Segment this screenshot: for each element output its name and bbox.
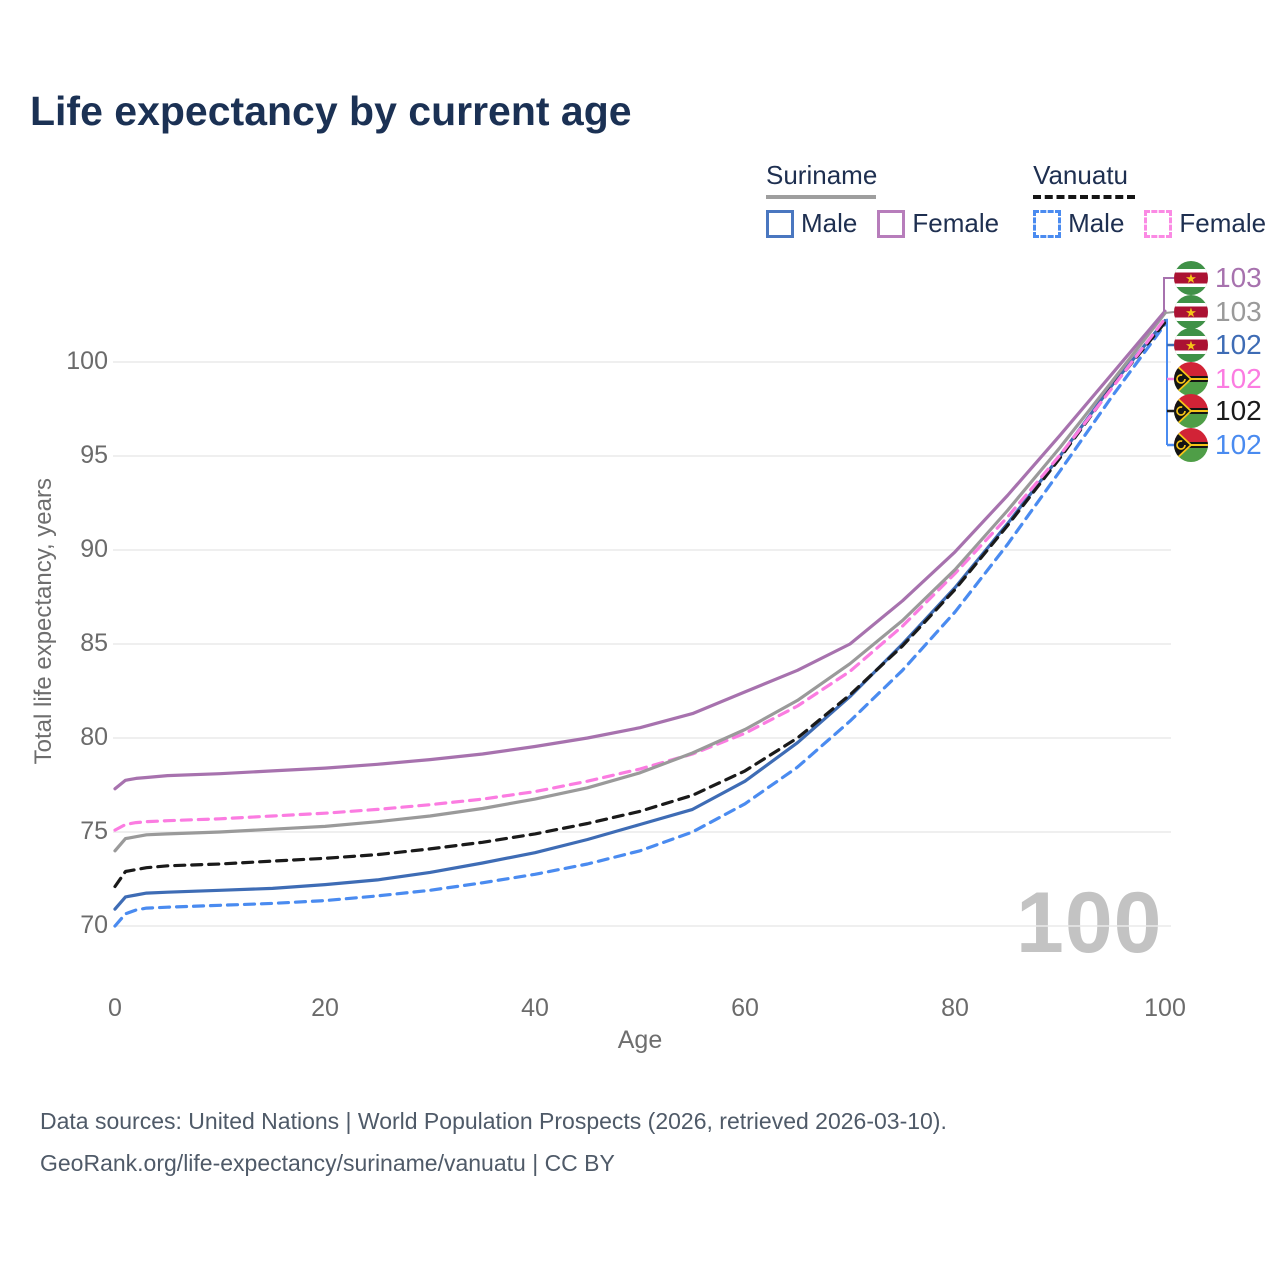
x-tick-label-40: 40 [521,994,549,1022]
vanuatu-female-checkbox[interactable] [1144,209,1173,238]
chart-line-suriname-male[interactable] [113,319,1167,911]
legend-country-suriname[interactable]: Suriname [766,160,878,190]
chart-line-suriname[interactable] [113,311,1167,853]
svg-text:★: ★ [1185,305,1197,320]
vanuatu-flag-icon [1174,362,1208,396]
end-label-row-4: 102 [1174,394,1262,428]
suriname-flag: ★ [1174,261,1208,295]
vanuatu-flag-icon [1174,394,1208,428]
age-watermark: 100 [1016,875,1163,971]
end-label-value: 103 [1215,296,1262,327]
end-label-value: 102 [1215,395,1262,426]
y-axis-title: Total life expectancy, years [30,478,57,765]
y-tick-label-80: 80 [80,723,108,751]
attribution-line: GeoRank.org/life-expectancy/suriname/van… [40,1150,615,1176]
end-label-value: 102 [1215,429,1262,460]
legend-label-suriname-female: Female [912,208,1000,238]
end-label-row-1: ★ 103 [1174,295,1262,329]
x-tick-label-80: 80 [941,994,969,1022]
legend-label-vanuatu-male: Male [1068,208,1125,238]
legend-item-vanuatu-female[interactable]: Female [1144,208,1266,239]
suriname-line-swatch [766,195,876,199]
x-tick-label-100: 100 [1144,994,1186,1022]
connector-suriname-female [1163,277,1174,312]
svg-text:★: ★ [1185,338,1197,353]
suriname-flag: ★ [1174,328,1208,362]
legend-label-vanuatu-female: Female [1179,208,1267,238]
end-label-row-0: ★ 103 [1174,261,1262,295]
vanuatu-male-checkbox[interactable] [1033,209,1062,238]
legend-group-vanuatu: Vanuatu Male Female [1033,160,1266,239]
y-tick-label-90: 90 [80,535,108,563]
end-label-row-2: ★ 102 [1174,328,1262,362]
x-tick-label-60: 60 [731,994,759,1022]
chart-line-suriname-female[interactable] [113,309,1167,791]
legend-item-suriname-male[interactable]: Male [766,208,857,239]
page-title: Life expectancy by current age [30,88,632,134]
x-axis-title: Age [617,1026,663,1054]
end-label-row-3: 102 [1174,362,1262,396]
end-label-value: 102 [1215,329,1262,360]
data-source-line: Data sources: United Nations | World Pop… [40,1108,947,1134]
suriname-female-checkbox[interactable] [877,209,906,238]
chart-legend: Suriname Male Female Vanuatu Male [766,160,1266,239]
end-label-row-5: 102 [1174,428,1262,462]
y-tick-label-75: 75 [80,817,108,845]
chart-line-vanuatu-female[interactable] [113,317,1167,832]
vanuatu-flag [1174,394,1208,428]
vanuatu-flag [1174,362,1208,396]
vanuatu-flag [1174,428,1208,462]
svg-text:★: ★ [1185,271,1197,286]
vanuatu-line-swatch [1033,195,1136,199]
chart-line-vanuatu-male[interactable] [113,322,1167,928]
chart-line-vanuatu[interactable] [113,320,1167,889]
legend-country-vanuatu[interactable]: Vanuatu [1033,160,1128,190]
x-tick-label-20: 20 [311,994,339,1022]
y-tick-label-70: 70 [80,911,108,939]
suriname-male-checkbox[interactable] [766,209,794,238]
end-label-value: 103 [1215,262,1262,293]
y-tick-label-95: 95 [80,441,108,469]
legend-group-suriname: Suriname Male Female [766,160,999,239]
connector-suriname [1163,311,1175,315]
suriname-flag-icon: ★ [1174,261,1208,295]
suriname-flag-icon: ★ [1174,295,1208,329]
legend-label-suriname-male: Male [801,208,858,238]
suriname-flag: ★ [1174,295,1208,329]
legend-item-suriname-female[interactable]: Female [877,208,999,239]
x-tick-label-0: 0 [108,994,122,1022]
y-tick-label-85: 85 [80,629,108,657]
legend-item-vanuatu-male[interactable]: Male [1033,208,1124,239]
suriname-flag-icon: ★ [1174,328,1208,362]
y-tick-label-100: 100 [66,347,108,375]
vanuatu-flag-icon [1174,428,1208,462]
end-label-value: 102 [1215,363,1262,394]
